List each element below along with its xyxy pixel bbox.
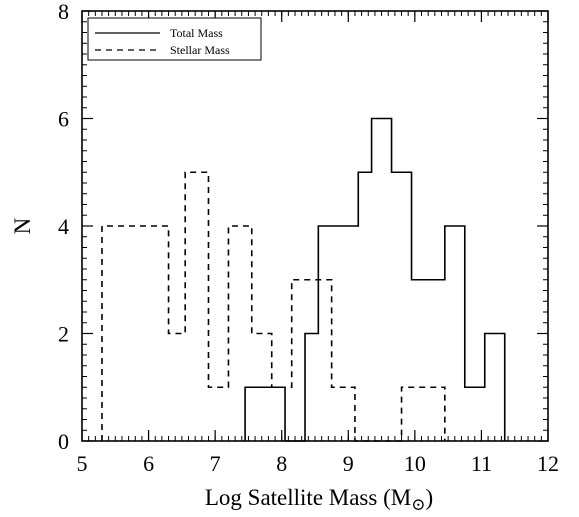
legend: Total Mass Stellar Mass — [87, 17, 262, 61]
y-tick-label: 6 — [58, 107, 69, 132]
x-tick-label: 8 — [276, 451, 287, 476]
legend-label-total-mass: Total Mass — [170, 26, 223, 40]
x-axis-title-sun-symbol: ⊙ — [411, 495, 425, 514]
y-axis-title: N — [10, 217, 35, 234]
x-tick-label: 9 — [343, 451, 354, 476]
x-axis-title: Log Satellite Mass (M⊙) — [205, 485, 433, 514]
x-tick-label: 10 — [404, 451, 426, 476]
y-tick-label: 2 — [58, 322, 69, 347]
y-tick-label: 0 — [58, 429, 69, 454]
y-tick-label: 4 — [58, 214, 69, 239]
legend-box — [87, 17, 262, 61]
x-tick-labels: 5 6 7 8 9 10 11 12 — [77, 451, 560, 476]
series-total-mass — [244, 117, 506, 442]
x-tick-label: 12 — [537, 451, 559, 476]
x-axis-title-close: ) — [425, 485, 433, 510]
series-stellar-mass — [101, 171, 446, 442]
x-axis-title-main: Log Satellite Mass (M — [205, 485, 411, 510]
x-tick-label: 6 — [143, 451, 154, 476]
plot-frame — [81, 10, 549, 442]
series-layer — [101, 117, 506, 442]
x-tick-label: 7 — [210, 451, 221, 476]
x-tick-label: 11 — [471, 451, 492, 476]
legend-label-stellar-mass: Stellar Mass — [170, 43, 230, 57]
x-tick-label: 5 — [77, 451, 88, 476]
minor-ticks — [81, 10, 549, 442]
y-tick-label: 8 — [58, 0, 69, 24]
y-tick-labels: 0 2 4 6 8 — [58, 0, 69, 454]
